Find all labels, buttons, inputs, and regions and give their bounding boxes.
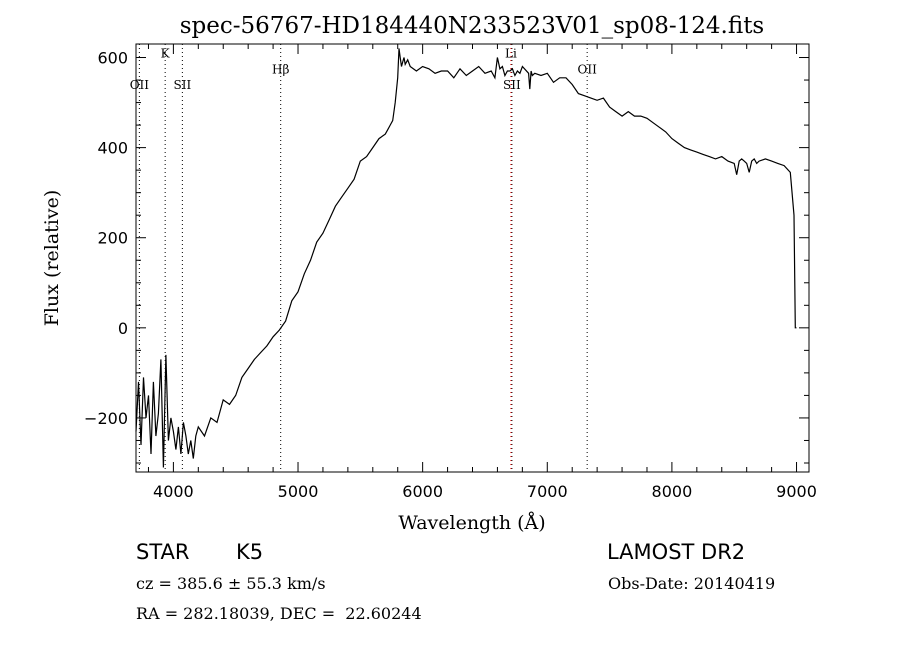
x-tick-label: 9000 xyxy=(776,482,817,501)
x-axis-title: Wavelength (Å) xyxy=(398,512,545,534)
y-axis-ticks: −200 0 200 400 600 xyxy=(84,49,809,464)
x-tick-label: 8000 xyxy=(652,482,693,501)
observation-date: Obs-Date: 20140419 xyxy=(608,574,776,593)
x-tick-label: 7000 xyxy=(527,482,568,501)
spectrum-series-line xyxy=(135,48,797,468)
y-tick-label: 0 xyxy=(118,319,128,338)
spectral-line-label-3: Hβ xyxy=(272,62,289,76)
spectral-line-label-2: SII xyxy=(174,78,192,92)
redshift-velocity: cz = 385.6 ± 55.3 km/s xyxy=(136,574,326,593)
spectral-line-label-6: OII xyxy=(577,62,597,76)
plot-frame xyxy=(135,43,810,473)
chart-title: spec-56767-HD184440N233523V01_sp08-124.f… xyxy=(180,13,765,39)
spectral-line-label-1: OII xyxy=(130,78,150,92)
object-class: STAR xyxy=(136,540,190,564)
x-tick-label: 6000 xyxy=(402,482,443,501)
spectral-line-label-0: K xyxy=(161,47,171,61)
survey-name: LAMOST DR2 xyxy=(607,540,746,564)
y-tick-label: −200 xyxy=(84,409,128,428)
y-tick-label: 200 xyxy=(97,229,128,248)
spectral-line-label-4: Li xyxy=(505,47,517,61)
spectral-subclass: K5 xyxy=(236,540,264,564)
spectral-line-markers: K OII SII Hβ Li SII OII xyxy=(130,44,597,472)
coordinates: RA = 282.18039, DEC = 22.60244 xyxy=(136,604,422,623)
x-tick-label: 5000 xyxy=(278,482,319,501)
x-tick-label: 4000 xyxy=(153,482,194,501)
spectral-line-label-5: SII xyxy=(503,78,521,92)
y-tick-label: 600 xyxy=(97,49,128,68)
x-axis-ticks: 4000 5000 6000 7000 8000 9000 xyxy=(147,44,817,501)
y-tick-label: 400 xyxy=(97,139,128,158)
y-axis-title: Flux (relative) xyxy=(41,190,63,327)
